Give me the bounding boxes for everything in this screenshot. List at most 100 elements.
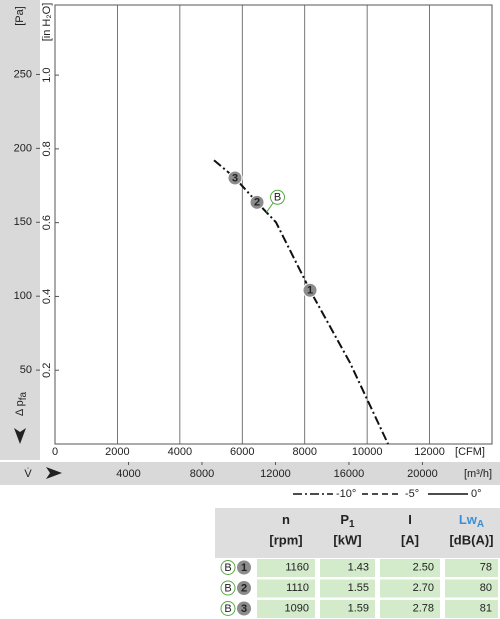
x-tick-label: 4000: [168, 446, 192, 458]
operating-point-label: 1: [307, 285, 313, 297]
curve-label-badge: [270, 189, 286, 205]
y-tick-label: 250: [14, 68, 32, 80]
y-label-main: Δ p: [14, 400, 26, 416]
table-cell-text: 1.43: [348, 561, 369, 573]
table-cell: [445, 559, 498, 577]
x2-tick-label: 8000: [190, 468, 214, 480]
table-cell-text: 1.59: [348, 602, 369, 614]
y-unit: [Pa]: [14, 6, 26, 26]
legend-label: 0°: [471, 488, 482, 500]
curve-badge: [220, 560, 236, 575]
y-tick-label: 50: [20, 364, 32, 376]
legend-label: -10°: [336, 488, 356, 500]
x2-tick-label: 12000: [260, 468, 291, 480]
legend-label: -5°: [405, 488, 419, 500]
y2-tick-label: 0.8: [41, 141, 53, 156]
column-unit: [dB(A)]: [449, 532, 493, 547]
table-cell: [320, 559, 375, 577]
column-name: P: [340, 512, 349, 527]
column-unit: [A]: [401, 532, 419, 547]
row-point: 3: [241, 603, 247, 615]
table-cell: [380, 579, 440, 598]
operating-point: [227, 170, 243, 186]
curve-badge: [220, 580, 236, 596]
y2-tick-label: 0.2: [41, 363, 53, 378]
y-label-sub: fa: [18, 391, 29, 400]
row-curve: B: [224, 603, 231, 615]
x2-tick-label: 4000: [116, 468, 140, 480]
x-tick-label: 0: [52, 446, 58, 458]
column-header: LwA: [459, 512, 484, 529]
curve-label: B: [274, 192, 281, 204]
x-unit: [CFM]: [455, 446, 485, 458]
row-point: 2: [241, 582, 247, 594]
row-point: 1: [241, 562, 247, 574]
table-cell: [320, 600, 375, 618]
point-badge: [237, 581, 251, 595]
row-curve: B: [224, 562, 231, 574]
table-cell: [380, 600, 440, 618]
table-cell-text: 1110: [286, 582, 309, 594]
y-axis-band: [0, 0, 40, 460]
curve-label-leader: [266, 202, 274, 213]
x-tick-label: 10000: [352, 446, 383, 458]
y-arrow: [14, 428, 26, 444]
x2-unit: [m³/h]: [464, 468, 492, 480]
point-badge: [237, 601, 251, 616]
operating-point-label: 2: [254, 197, 260, 209]
column-unit: [kW]: [333, 532, 361, 547]
x2-tick-label: 20000: [407, 468, 438, 480]
curve-badge: [220, 601, 236, 616]
x-tick-label: 2000: [105, 446, 129, 458]
column-name: n: [282, 512, 290, 527]
x2-tick-label: 16000: [334, 468, 365, 480]
x-tick-label: 12000: [414, 446, 445, 458]
y-label: Δ pfa: [14, 391, 29, 416]
table-cell-text: 2.50: [413, 561, 434, 573]
x-tick-label: 8000: [292, 446, 316, 458]
table-cell: [380, 559, 440, 577]
row-curve: B: [224, 582, 231, 594]
x-tick-label: 6000: [230, 446, 254, 458]
table-cell-text: 1.55: [348, 582, 369, 594]
table-cell: [257, 600, 315, 618]
table-cell-text: 78: [480, 561, 492, 573]
x2-label: V̇: [24, 467, 32, 480]
column-name: I: [408, 512, 412, 527]
operating-point: [302, 282, 318, 298]
table-cell-text: 2.78: [413, 602, 434, 614]
column-header: P1: [340, 512, 355, 529]
point-badge: [237, 560, 251, 575]
column-header: I: [408, 512, 412, 527]
column-name: Lw: [459, 512, 478, 527]
operating-point: [249, 194, 265, 210]
y2-unit: [in H₂O]: [41, 3, 53, 42]
y2-tick-label: 0.4: [41, 289, 53, 304]
table-cell-text: 1090: [285, 602, 309, 614]
x2-arrow: [46, 467, 62, 479]
column-unit: [rpm]: [269, 532, 302, 547]
y-tick-label: 200: [14, 142, 32, 154]
table-cell-text: 81: [480, 602, 492, 614]
table-header-band: [215, 508, 500, 558]
table-cell: [257, 579, 315, 598]
table-cell: [257, 559, 315, 577]
table-cell-text: 2.70: [413, 582, 434, 594]
plot-frame: [54, 4, 493, 445]
table-cell: [445, 600, 498, 618]
table-cell: [445, 579, 498, 598]
column-sub: 1: [349, 519, 355, 530]
y2-tick-label: 0.6: [41, 215, 53, 230]
column-sub: A: [477, 519, 484, 530]
y2-tick-label: 1.0: [41, 67, 53, 82]
operating-point-label: 3: [232, 172, 238, 184]
fan-curve: [213, 159, 389, 445]
table-cell-text: 1160: [285, 561, 309, 573]
x2-axis-band: [0, 462, 500, 485]
table-cell-text: 80: [480, 582, 492, 594]
y-tick-label: 150: [14, 216, 32, 228]
y-tick-label: 100: [14, 290, 32, 302]
column-header: n: [282, 512, 290, 527]
table-cell: [320, 579, 375, 598]
